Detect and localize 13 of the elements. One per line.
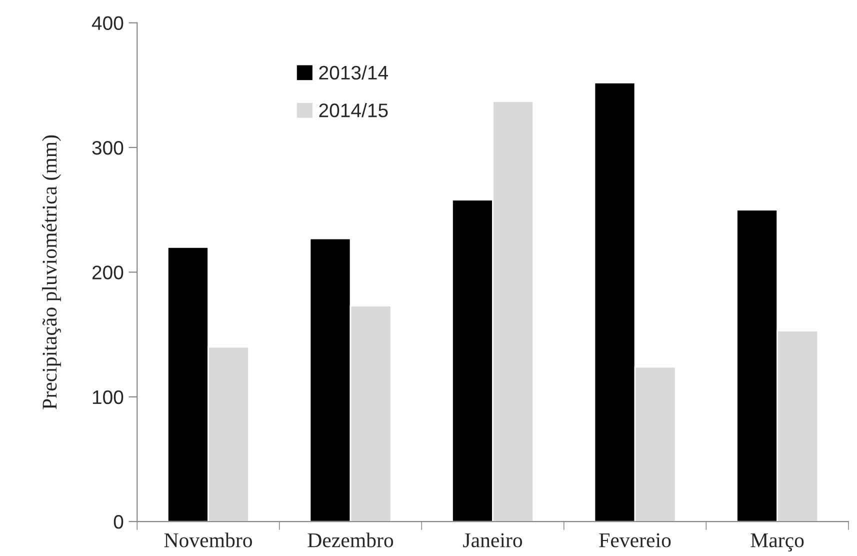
y-axis-title: Precipitação pluviométrica (mm) — [42, 135, 61, 410]
x-tick-label: Janeiro — [463, 533, 522, 548]
y-tick-label: 0 — [114, 514, 124, 529]
legend-label: 2014/15 — [319, 103, 388, 118]
x-tick-label: Março — [750, 533, 804, 552]
y-tick-label: 200 — [92, 266, 124, 280]
legend-label: 2013/14 — [319, 65, 388, 80]
x-tick-label: Novembro — [164, 532, 252, 548]
x-tick-label: Dezembro — [308, 532, 394, 548]
y-tick-label: 300 — [92, 140, 124, 155]
y-tick-label: 100 — [92, 390, 124, 404]
y-tick-label: 400 — [92, 16, 124, 30]
x-tick-label: Fevereio — [599, 533, 671, 548]
